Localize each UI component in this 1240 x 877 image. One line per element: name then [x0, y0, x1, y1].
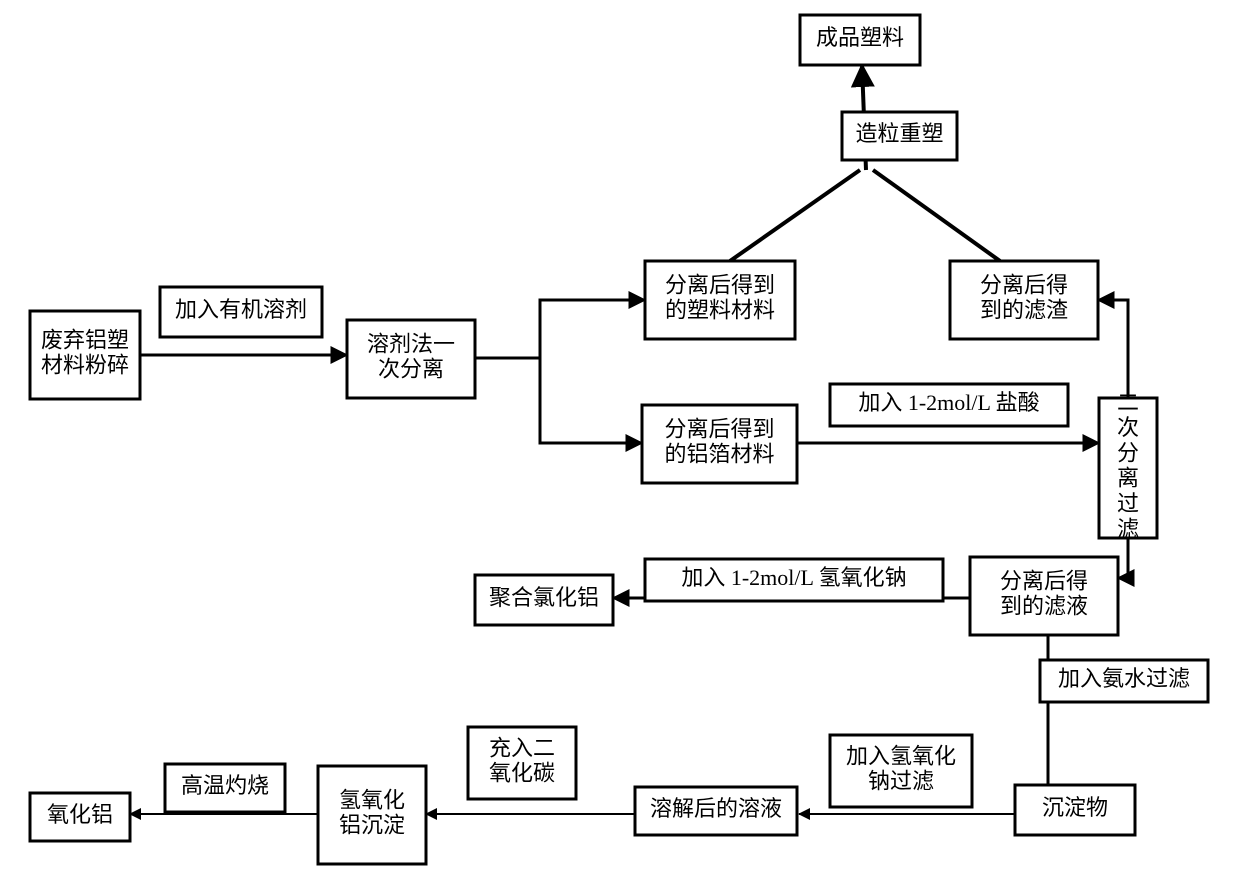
edge-n_sep1-branch: [475, 300, 645, 358]
node-n_plastic: 分离后得到的塑料材料: [645, 261, 795, 339]
nodes-layer: 废弃铝塑材料粉碎加入有机溶剂溶剂法一次分离分离后得到的塑料材料分离后得到的铝箔材…: [30, 15, 1208, 864]
node-label: 的铝箔材料: [664, 442, 774, 467]
node-label: 分离后得: [1000, 568, 1088, 593]
edge-n_residue-merge: [873, 170, 1000, 261]
node-n_foil: 分离后得到的铝箔材料: [642, 405, 797, 483]
node-label: 聚合氯化铝: [489, 585, 599, 610]
node-label: 二: [1117, 390, 1139, 415]
node-n_sep1: 溶剂法一次分离: [347, 320, 475, 398]
node-label: 铝沉淀: [339, 813, 405, 838]
node-n_hcl_lbl: 加入 1-2mol/L 盐酸: [830, 384, 1068, 426]
node-label: 到的滤液: [1000, 594, 1088, 619]
node-label: 次: [1117, 415, 1139, 440]
node-label: 过: [1117, 491, 1139, 516]
node-n_pac: 聚合氯化铝: [475, 575, 613, 625]
node-label: 钠过滤: [868, 769, 934, 794]
node-n_ammonia: 加入氨水过滤: [1040, 660, 1208, 702]
node-n_burn: 高温灼烧: [165, 764, 285, 812]
node-n_crush: 废弃铝塑材料粉碎: [30, 311, 140, 399]
node-n_pellet: 造粒重塑: [842, 112, 957, 160]
node-label: 氧化铝: [47, 802, 113, 827]
node-label: 氢氧化: [339, 787, 405, 812]
node-label: 加入有机溶剂: [175, 297, 307, 322]
node-label: 离: [1117, 466, 1139, 491]
node-n_naoh_lbl: 加入 1-2mol/L 氢氧化钠: [645, 559, 943, 601]
node-n_naoh2: 加入氢氧化钠过滤: [830, 735, 972, 807]
node-n_al2o3: 氧化铝: [30, 793, 130, 841]
node-label: 材料粉碎: [41, 353, 129, 378]
node-n_solv_lbl: 加入有机溶剂: [160, 287, 322, 337]
node-label: 到的滤渣: [980, 298, 1068, 323]
node-label: 高温灼烧: [181, 773, 269, 798]
node-label: 分离后得到: [664, 416, 774, 441]
node-n_sep2: 二次分离过滤: [1099, 390, 1157, 542]
edge-n_plastic-merge: [730, 170, 860, 261]
node-n_filtrate: 分离后得到的滤液: [970, 557, 1118, 635]
node-label: 沉淀物: [1042, 795, 1108, 820]
node-n_aloh3: 氢氧化铝沉淀: [318, 766, 426, 864]
node-label: 的塑料材料: [665, 298, 775, 323]
node-label: 分: [1117, 440, 1139, 465]
edges-layer: [130, 65, 1128, 814]
node-label: 造粒重塑: [855, 121, 943, 146]
node-n_precip: 沉淀物: [1015, 785, 1135, 835]
node-label: 氧化碳: [489, 761, 555, 786]
node-label: 加入氨水过滤: [1058, 666, 1190, 691]
node-label: 加入 1-2mol/L 盐酸: [858, 390, 1039, 415]
node-label: 充入二: [489, 735, 555, 760]
node-label: 溶解后的溶液: [650, 796, 782, 821]
node-n_product: 成品塑料: [800, 15, 920, 65]
node-label: 分离后得到: [665, 272, 775, 297]
edge-n_sep2-n_residue: [1098, 300, 1128, 398]
node-label: 加入 1-2mol/L 氢氧化钠: [681, 565, 906, 590]
node-label: 溶剂法一: [367, 331, 455, 356]
node-n_co2: 充入二氧化碳: [468, 727, 576, 799]
edge-n_filtrate-n_precip: [1040, 635, 1048, 660]
node-label: 废弃铝塑: [41, 327, 129, 352]
node-label: 次分离: [378, 357, 444, 382]
node-label: 成品塑料: [816, 25, 904, 50]
edge-n_sep1-branch2: [540, 358, 642, 443]
node-n_soln: 溶解后的溶液: [635, 787, 797, 835]
node-label: 滤: [1117, 516, 1139, 541]
node-label: 加入氢氧化: [846, 743, 956, 768]
node-n_residue: 分离后得到的滤渣: [950, 261, 1098, 339]
node-label: 分离后得: [980, 272, 1068, 297]
